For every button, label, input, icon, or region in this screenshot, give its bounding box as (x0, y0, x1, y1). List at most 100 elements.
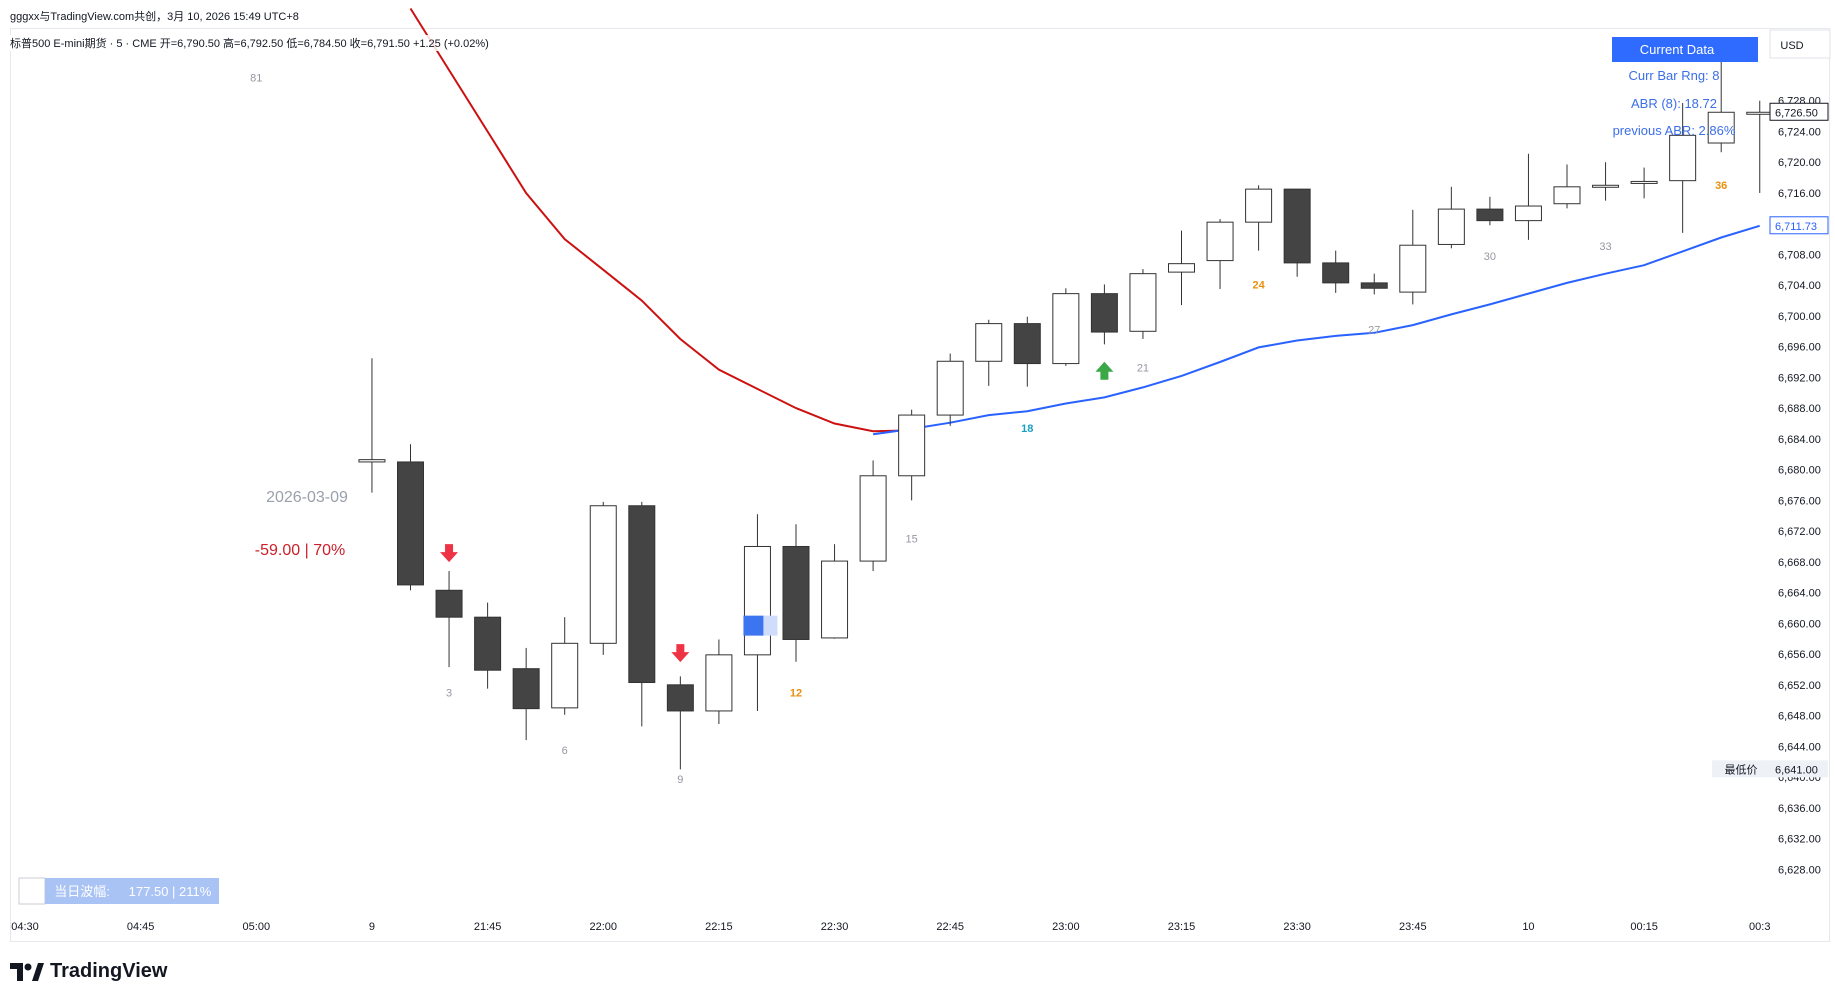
shared-by-line: gggxx与TradingView.com共创，3月 10, 2026 15:4… (10, 11, 299, 23)
bar-number-label: 9 (677, 774, 683, 786)
candle (898, 409, 926, 501)
curr-bar-range-text: Curr Bar Rng: 8 (1628, 68, 1719, 83)
candle-body (705, 654, 733, 712)
candle-body (898, 414, 926, 477)
candle (1476, 196, 1504, 226)
candle (1245, 185, 1273, 251)
candle (821, 544, 849, 639)
bar-number-label: 33 (1599, 241, 1611, 253)
candle-body (975, 323, 1003, 362)
candle-body (1090, 293, 1118, 333)
candle-body (1322, 262, 1350, 284)
candle (1013, 316, 1041, 387)
daily-range-box (45, 878, 219, 904)
candle (551, 617, 579, 715)
y-tick-label: 6,664.00 (1778, 588, 1821, 600)
candle-body (782, 545, 810, 640)
candle-body (551, 642, 579, 709)
bar-number-label: 81 (250, 73, 262, 85)
y-tick-label: 6,704.00 (1778, 280, 1821, 292)
y-tick-label: 6,652.00 (1778, 680, 1821, 692)
last-price-tag-bg (1769, 102, 1829, 121)
candle-body (1168, 263, 1195, 273)
candle-body (1283, 188, 1311, 264)
tradingview-logo: TradingView (10, 960, 167, 983)
candle (1746, 100, 1774, 193)
candle (397, 444, 424, 591)
y-tick-label: 6,648.00 (1778, 711, 1821, 723)
low-price-label: 最低价 (1725, 763, 1758, 776)
x-tick-label: 05:00 (243, 921, 271, 933)
y-tick-label: 6,700.00 (1778, 311, 1821, 323)
ma-price-tag: 6,711.73 (1775, 221, 1817, 233)
candle-body (435, 589, 463, 618)
y-tick-label: 6,636.00 (1778, 803, 1821, 815)
candles (358, 39, 1774, 770)
x-tick-label: 23:45 (1399, 921, 1427, 933)
candle (1592, 162, 1620, 201)
candle (1399, 209, 1427, 305)
y-tick-label: 6,628.00 (1778, 864, 1821, 876)
session-date-label: 2026-03-09 (266, 489, 348, 506)
x-tick-label: 23:15 (1168, 921, 1196, 933)
candle (782, 524, 810, 662)
y-tick-label: 6,672.00 (1778, 526, 1821, 538)
candle (628, 501, 656, 727)
y-tick-label: 6,656.00 (1778, 649, 1821, 661)
bar-number-label: 24 (1252, 279, 1265, 291)
candle-body (1360, 282, 1388, 289)
ohlc-legend: 标普500 E-mini期货 · 5 · CME 开=6,790.50 高=6,… (10, 35, 489, 51)
candle (1437, 186, 1465, 249)
x-tick-label: 22:00 (589, 921, 617, 933)
candle (512, 647, 540, 741)
y-tick-label: 6,680.00 (1778, 465, 1821, 477)
candle-body (859, 475, 887, 562)
bar-number-label: 18 (1021, 423, 1033, 435)
y-tick-label: 6,644.00 (1778, 741, 1821, 753)
candle (1052, 288, 1080, 366)
chart-frame (10, 28, 1830, 942)
bar-number-label: 6 (562, 745, 568, 757)
up-arrow-icon (1095, 361, 1114, 380)
candle-body (397, 461, 424, 586)
candle (589, 501, 617, 655)
candle-body (628, 505, 656, 684)
candle-body (1630, 180, 1658, 184)
candle (1360, 273, 1388, 295)
daily-range-swatch (18, 877, 46, 905)
candle-body (1476, 208, 1504, 222)
low-price-tag: 6,641.00 (1775, 764, 1818, 776)
candle-body (1592, 184, 1620, 188)
x-tick-label: 23:30 (1283, 921, 1311, 933)
x-tick-label: 22:45 (936, 921, 964, 933)
candle (1707, 39, 1735, 153)
y-tick-label: 6,668.00 (1778, 557, 1821, 569)
candle (1630, 167, 1658, 199)
candle-body (358, 459, 386, 463)
currency-button[interactable] (1769, 29, 1831, 59)
candle (358, 358, 386, 493)
candle-body (1206, 221, 1234, 262)
candle-body (1707, 111, 1735, 144)
candle-body (936, 360, 964, 416)
candle-body (1669, 134, 1697, 182)
candle (1322, 250, 1350, 293)
currency-label: USD (1780, 40, 1803, 52)
x-tick-label: 22:15 (705, 921, 733, 933)
session-marker-box-tail (763, 615, 778, 636)
candle (936, 353, 964, 426)
abr-text: ABR (8): 18.72 (1631, 96, 1717, 111)
x-tick-label: 21:45 (474, 921, 502, 933)
candle (1206, 219, 1234, 290)
candle-body (1052, 293, 1080, 365)
bar-number-label: 36 (1715, 180, 1727, 192)
current-data-title: Current Data (1640, 42, 1715, 57)
candle (859, 460, 887, 572)
tradingview-mark-icon (10, 962, 44, 981)
price-tags: 6,726.50 6,711.73 6,641.00 最低价 (1712, 102, 1829, 778)
candle-body (1514, 205, 1542, 222)
daily-range-value: 177.50 | 211% (129, 884, 212, 899)
bar-number-label: 3 (446, 687, 452, 699)
x-tick-label: 10 (1522, 921, 1534, 933)
